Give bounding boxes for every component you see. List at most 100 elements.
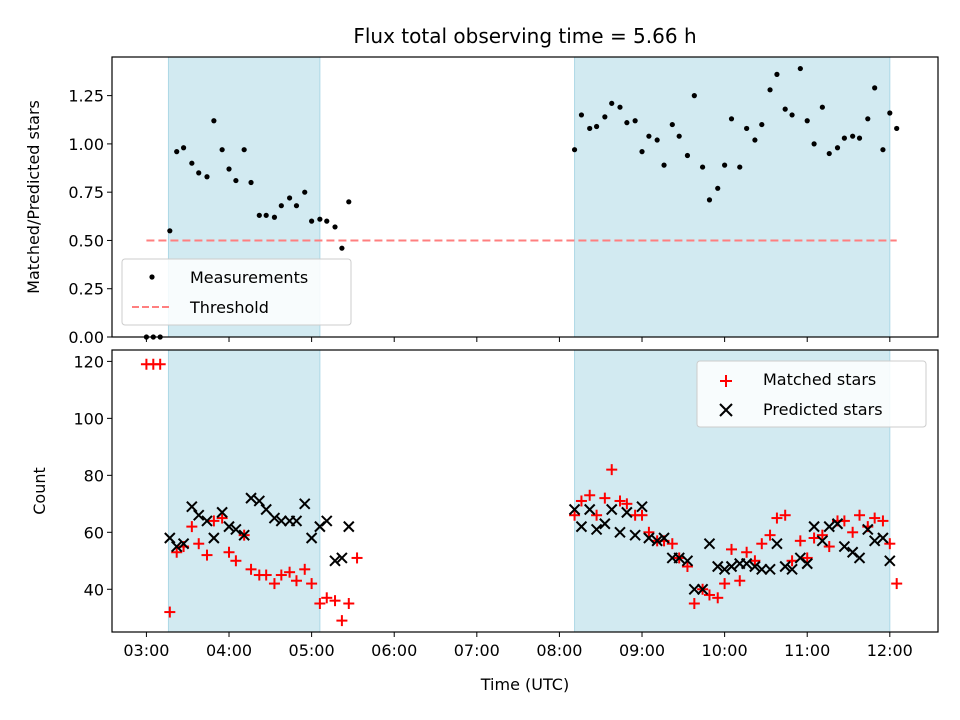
y-tick-label: 0.75 (68, 183, 104, 202)
measurement-point (728, 116, 735, 122)
predicted-point-b (718, 563, 731, 576)
predicted-point-b (606, 503, 618, 516)
predicted-point-b (621, 506, 633, 519)
x-tick-label: 05:00 (289, 641, 335, 660)
matched-point (756, 538, 768, 550)
x-axis-label: Time (UTC) (480, 675, 569, 694)
predicted-point-b (290, 515, 303, 527)
predicted-point-b (696, 583, 709, 595)
predicted-point (177, 537, 190, 550)
matched-point (681, 560, 693, 572)
predicted-point (718, 563, 731, 576)
predicted-point-b (771, 537, 783, 550)
measurement-point (204, 174, 210, 180)
matched-point (164, 606, 176, 618)
predicted-point (764, 563, 776, 576)
matched-point (569, 509, 581, 521)
y-tick-label: 1.25 (68, 87, 104, 106)
bottom-y-ticks: 40 60 80 100 120 (73, 352, 112, 599)
predicted-point (696, 583, 709, 595)
matched-point (606, 464, 618, 476)
matched-point (621, 498, 633, 510)
measurement-point (661, 162, 667, 168)
matched-point (351, 552, 363, 564)
predicted-point-b (599, 518, 611, 530)
measurement-point (639, 149, 645, 155)
predicted-point-b (201, 515, 213, 527)
bottom-x-ticks: 03:00 04:00 05:00 06:00 07:00 08:00 09:00 10:00… (123, 632, 913, 660)
bottom-panel: 40 60 80 100 120 03:00 04:00 05:00 06:00 07:00 08… (30, 349, 939, 694)
predicted-point (164, 532, 176, 544)
predicted-point-b (583, 503, 596, 516)
predicted-point-b (238, 529, 250, 541)
measurement-point (699, 164, 706, 170)
predicted-point (253, 495, 266, 507)
measurement-point (189, 160, 195, 166)
predicted-point-b (779, 560, 791, 573)
matched-point (314, 598, 326, 610)
legend-threshold-label: Threshold (189, 298, 269, 317)
predicted-point (725, 560, 738, 573)
top-plot-area (143, 65, 900, 340)
predicted-point-b (177, 537, 190, 550)
legend-matched-marker (720, 375, 732, 387)
measurement-point (226, 166, 232, 172)
matched-point (703, 589, 715, 601)
y-tick-label: 80 (84, 466, 104, 485)
predicted-point (201, 515, 213, 527)
predicted-point (643, 532, 655, 544)
measurement-point (865, 116, 871, 122)
y-tick-label: 0.00 (68, 328, 104, 347)
predicted-point (771, 537, 783, 550)
matched-point (208, 515, 220, 527)
measurement-point (617, 104, 623, 110)
matched-point (854, 509, 866, 521)
matched-point (771, 512, 783, 524)
y-tick-label: 40 (84, 580, 104, 599)
measurement-point (767, 87, 773, 93)
matched-point (614, 495, 626, 507)
predicted-point (260, 503, 272, 516)
predicted-point-b (230, 523, 242, 536)
measurement-point (293, 203, 300, 209)
predicted-point (823, 520, 835, 533)
predicted-point (329, 555, 341, 567)
predicted-point-b (673, 552, 685, 564)
predicted-point-b (629, 529, 641, 541)
measurement-point (782, 106, 788, 112)
matched-point (186, 521, 198, 533)
matched-point (230, 555, 242, 567)
matched-point (666, 538, 678, 550)
predicted-point (681, 555, 694, 567)
matched-point (260, 569, 272, 581)
predicted-point (575, 520, 588, 533)
measurement-point (317, 216, 323, 222)
measurement-point (180, 145, 187, 151)
x-tick-label: 08:00 (536, 641, 582, 660)
legend-measurement-marker (149, 274, 155, 280)
predicted-point (868, 535, 881, 547)
x-tick-label: 12:00 (867, 641, 913, 660)
matched-point (575, 495, 587, 507)
predicted-point-b (223, 520, 235, 533)
predicted-point-b (853, 552, 866, 564)
measurement-point (894, 125, 900, 132)
measurement-point (804, 118, 810, 124)
predicted-point (658, 532, 670, 544)
predicted-point (568, 503, 581, 516)
y-tick-label: 120 (73, 352, 104, 371)
matched-point (779, 509, 791, 521)
predicted-point-b (884, 555, 896, 567)
measurement-point (850, 133, 856, 139)
predicted-point-b (164, 532, 176, 544)
predicted-point (606, 503, 618, 516)
predicted-point-b (808, 520, 820, 533)
measurement-point (241, 147, 247, 153)
predicted-point (223, 520, 235, 533)
top-shaded-intervals (167, 56, 891, 338)
predicted-point-b (186, 500, 198, 513)
measurement-point (339, 245, 345, 251)
matched-point (201, 549, 213, 561)
predicted-point (599, 518, 611, 530)
matched-point (299, 563, 311, 575)
